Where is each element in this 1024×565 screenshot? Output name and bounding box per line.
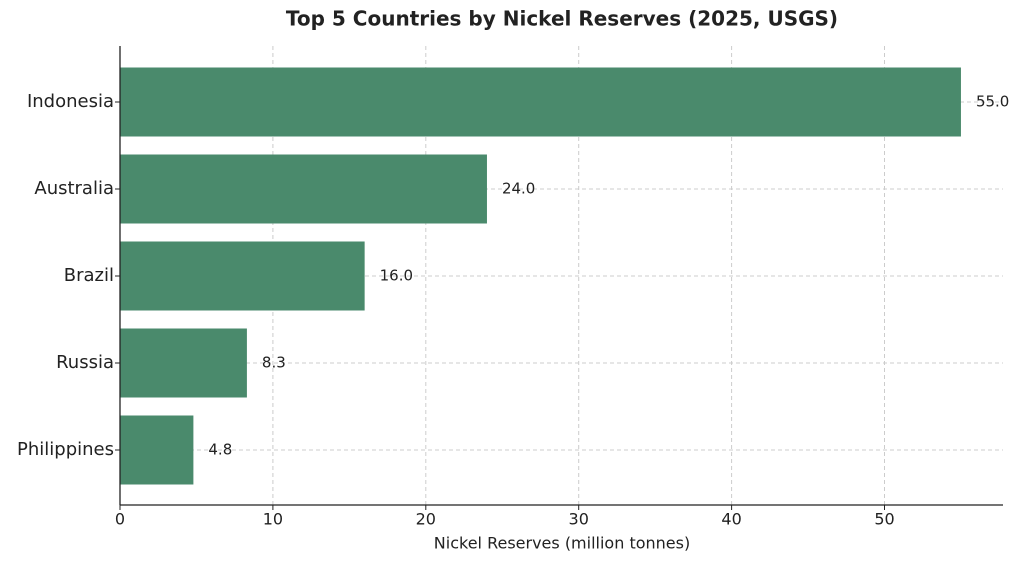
value-label: 16.0	[380, 267, 413, 285]
x-tick-label: 40	[721, 510, 741, 529]
x-axis-label: Nickel Reserves (million tonnes)	[434, 534, 690, 553]
bar	[120, 67, 961, 137]
y-tick-label: Russia	[56, 352, 114, 373]
x-tick-label: 0	[115, 510, 125, 529]
value-label: 4.8	[208, 441, 232, 459]
y-tick-label: Brazil	[64, 265, 114, 286]
y-tick-label: Australia	[34, 178, 114, 199]
y-tick-label: Philippines	[17, 439, 114, 460]
bar	[120, 154, 487, 224]
value-label: 24.0	[502, 180, 535, 198]
bar	[120, 241, 365, 311]
y-tick-label: Indonesia	[27, 91, 114, 112]
x-tick-label: 10	[263, 510, 283, 529]
value-label: 8.3	[262, 354, 286, 372]
bar	[120, 328, 247, 398]
chart-title: Top 5 Countries by Nickel Reserves (2025…	[286, 7, 838, 31]
x-tick-label: 20	[416, 510, 436, 529]
x-tick-label: 30	[569, 510, 589, 529]
x-tick-label: 50	[874, 510, 894, 529]
bar	[120, 415, 194, 485]
value-label: 55.0	[976, 93, 1009, 111]
